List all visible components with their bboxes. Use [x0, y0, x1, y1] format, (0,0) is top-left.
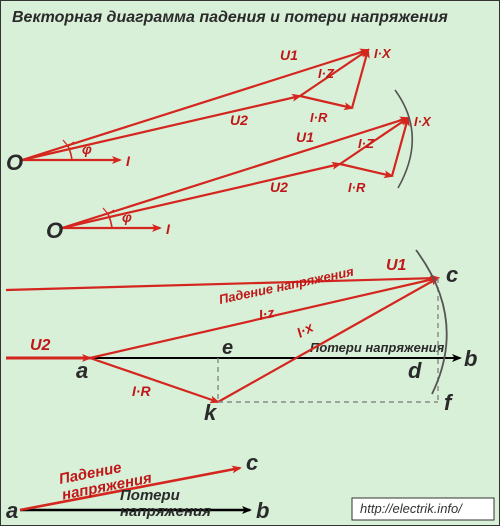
- pt-k: k: [204, 400, 218, 425]
- label-IX-2: I·X: [414, 114, 432, 129]
- diagram-title: Векторная диаграмма падения и потери нап…: [12, 9, 448, 26]
- label-IX-1: I·X: [374, 46, 392, 61]
- point-O-2: O: [46, 218, 63, 243]
- label-U2-main: U2: [30, 337, 51, 354]
- label-U2-2: U2: [270, 179, 288, 195]
- label-U1-1: U1: [280, 47, 298, 63]
- vector-diagram: Векторная диаграмма падения и потери нап…: [0, 0, 500, 526]
- label-IZ-2: I·Z: [358, 136, 375, 151]
- label-loss-main: Потери напряжения: [310, 340, 445, 355]
- label-IZ-1: I·Z: [318, 66, 335, 81]
- pt-d: d: [408, 358, 422, 383]
- label-U1-2: U1: [296, 129, 314, 145]
- label-U1-main: U1: [386, 257, 407, 274]
- pt-e: e: [222, 337, 233, 359]
- label-Iz-main: I·z: [257, 304, 276, 323]
- pt-b-bot: b: [256, 498, 269, 523]
- label-IR-2: I·R: [348, 180, 366, 195]
- pt-c-bot: c: [246, 450, 258, 475]
- pt-a: a: [76, 358, 88, 383]
- label-IR-main: I·R: [132, 383, 152, 399]
- pt-c: c: [446, 262, 458, 287]
- label-U2-1: U2: [230, 112, 248, 128]
- pt-b: b: [464, 346, 477, 371]
- label-IR-1: I·R: [310, 110, 328, 125]
- pt-a-bot: a: [6, 498, 18, 523]
- diagram-svg: Векторная диаграмма падения и потери нап…: [0, 0, 500, 526]
- point-O-1: O: [6, 150, 23, 175]
- source-url: http://electrik.info/: [360, 501, 463, 516]
